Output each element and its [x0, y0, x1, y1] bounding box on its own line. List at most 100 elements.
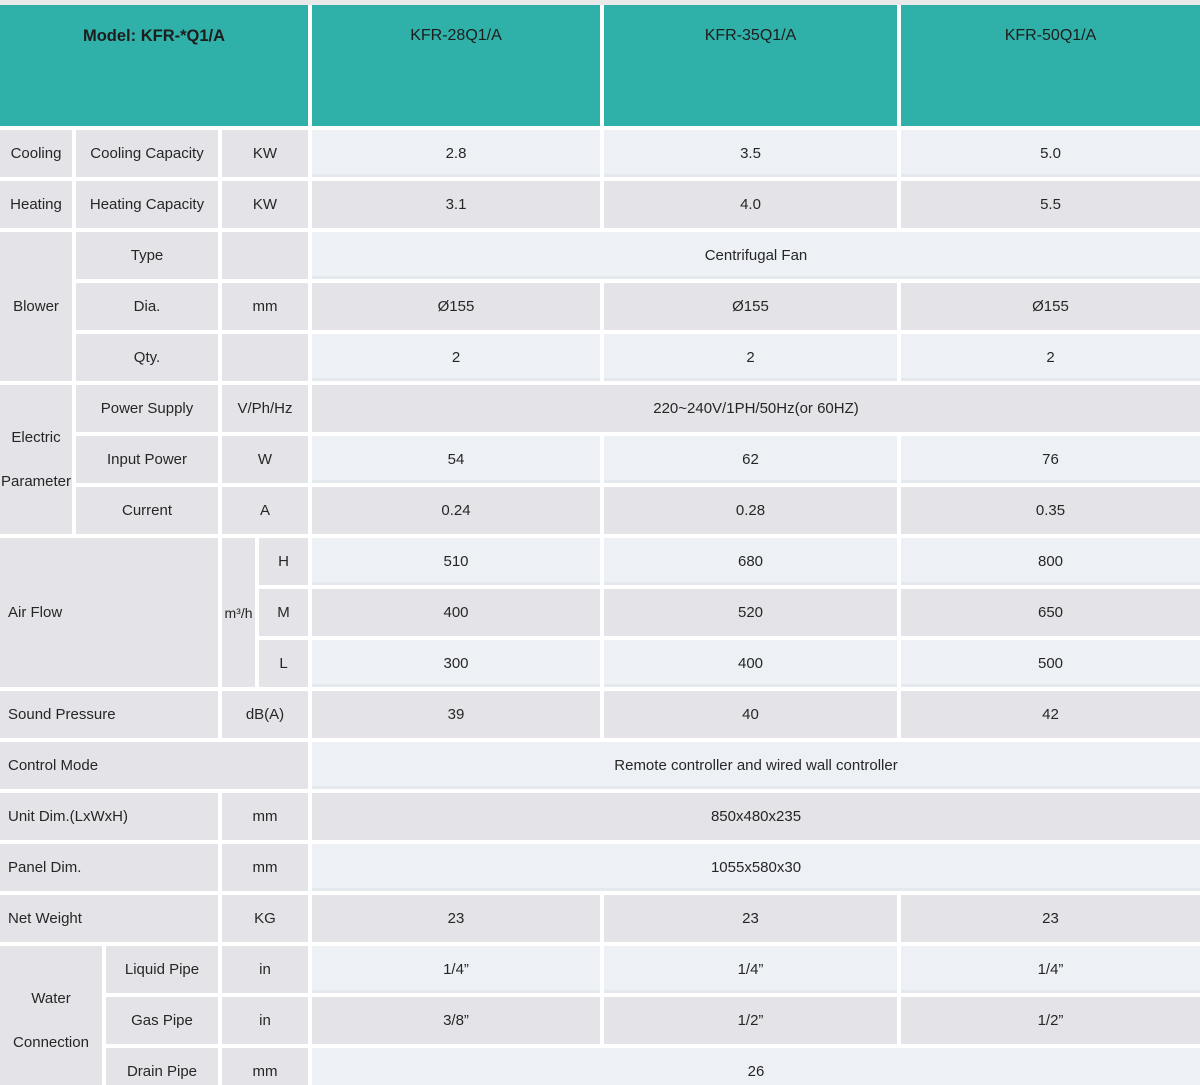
blower-type-label: Type	[76, 232, 218, 279]
control-mode-value: Remote controller and wired wall control…	[312, 742, 1200, 789]
drain-pipe-value: 26	[312, 1048, 1200, 1085]
blower-dia-value-kfr-28: Ø155	[312, 283, 600, 330]
net-weight-value-kfr-28: 23	[312, 895, 600, 942]
airflow-unit: m³/h	[222, 538, 255, 687]
net-weight-unit: KG	[222, 895, 308, 942]
heating-value-kfr-35: 4.0	[604, 181, 897, 228]
row-liquid-pipe: Water Connection Liquid Pipe in 1/4” 1/4…	[0, 946, 1200, 1085]
airflow-high-value-kfr-28: 510	[312, 538, 600, 585]
model-column-kfr-50: KFR-50Q1/A	[901, 5, 1200, 126]
row-gas-pipe: Gas Pipe in 3/8” 1/2” 1/2”	[0, 997, 1200, 1044]
cooling-capacity-label: Cooling Capacity	[76, 130, 218, 177]
panel-dim-label: Panel Dim.	[0, 844, 218, 891]
model-column-kfr-28: KFR-28Q1/A	[312, 5, 600, 126]
water-group-label: Water Connection	[0, 946, 102, 1085]
unit-dim-value: 850x480x235	[312, 793, 1200, 840]
cooling-group-label: Cooling	[0, 130, 72, 177]
gas-pipe-value-kfr-35: 1/2”	[604, 997, 897, 1044]
input-power-value-kfr-35: 62	[604, 436, 897, 483]
airflow-medium-label: M	[259, 589, 308, 636]
airflow-low-value-kfr-28: 300	[312, 640, 600, 687]
current-value-kfr-50: 0.35	[901, 487, 1200, 534]
blower-type-value: Centrifugal Fan	[312, 232, 1200, 279]
cooling-value-kfr-35: 3.5	[604, 130, 897, 177]
heating-value-kfr-50: 5.5	[901, 181, 1200, 228]
current-value-kfr-28: 0.24	[312, 487, 600, 534]
heating-value-kfr-28: 3.1	[312, 181, 600, 228]
blower-dia-label: Dia.	[76, 283, 218, 330]
sound-pressure-label: Sound Pressure	[0, 691, 218, 738]
liquid-pipe-label: Liquid Pipe	[106, 946, 218, 993]
power-supply-unit: V/Ph/Hz	[222, 385, 308, 432]
cooling-value-kfr-50: 5.0	[901, 130, 1200, 177]
blower-qty-value-kfr-35: 2	[604, 334, 897, 381]
gas-pipe-value-kfr-50: 1/2”	[901, 997, 1200, 1044]
airflow-medium-value-kfr-35: 520	[604, 589, 897, 636]
row-sound-pressure: Sound Pressure dB(A) 39 40 42	[0, 691, 1200, 738]
input-power-unit: W	[222, 436, 308, 483]
net-weight-value-kfr-35: 23	[604, 895, 897, 942]
airflow-group-label: Air Flow	[0, 538, 218, 687]
airflow-high-value-kfr-50: 800	[901, 538, 1200, 585]
power-supply-value: 220~240V/1PH/50Hz(or 60HZ)	[312, 385, 1200, 432]
model-column-kfr-35: KFR-35Q1/A	[604, 5, 897, 126]
drain-pipe-label: Drain Pipe	[106, 1048, 218, 1085]
row-power-supply: Electric Parameter Power Supply V/Ph/Hz …	[0, 385, 1200, 534]
top-strip	[0, 0, 1200, 5]
heating-group-label: Heating	[0, 181, 72, 228]
model-header-cell: Model: KFR-*Q1/A	[0, 5, 308, 126]
net-weight-label: Net Weight	[0, 895, 218, 942]
heating-capacity-label: Heating Capacity	[76, 181, 218, 228]
row-airflow-high: Air Flow m³/h H 510 680 800	[0, 538, 1200, 687]
blower-qty-unit-empty	[222, 334, 308, 381]
blower-qty-label: Qty.	[76, 334, 218, 381]
airflow-low-value-kfr-50: 500	[901, 640, 1200, 687]
cooling-unit-label: KW	[222, 130, 308, 177]
control-mode-label: Control Mode	[0, 742, 308, 789]
row-net-weight: Net Weight KG 23 23 23	[0, 895, 1200, 942]
sound-pressure-value-kfr-50: 42	[901, 691, 1200, 738]
net-weight-value-kfr-50: 23	[901, 895, 1200, 942]
row-control-mode: Control Mode Remote controller and wired…	[0, 742, 1200, 789]
unit-dim-unit: mm	[222, 793, 308, 840]
gas-pipe-unit: in	[222, 997, 308, 1044]
input-power-label: Input Power	[76, 436, 218, 483]
panel-dim-unit: mm	[222, 844, 308, 891]
airflow-medium-value-kfr-50: 650	[901, 589, 1200, 636]
header-row: Model: KFR-*Q1/A KFR-28Q1/A KFR-35Q1/A K…	[0, 5, 1200, 126]
unit-dim-label: Unit Dim.(LxWxH)	[0, 793, 218, 840]
input-power-value-kfr-28: 54	[312, 436, 600, 483]
row-blower-qty: Qty. 2 2 2	[0, 334, 1200, 381]
airflow-low-label: L	[259, 640, 308, 687]
blower-dia-unit: mm	[222, 283, 308, 330]
blower-dia-value-kfr-35: Ø155	[604, 283, 897, 330]
sound-pressure-value-kfr-28: 39	[312, 691, 600, 738]
gas-pipe-label: Gas Pipe	[106, 997, 218, 1044]
sound-pressure-value-kfr-35: 40	[604, 691, 897, 738]
row-input-power: Input Power W 54 62 76	[0, 436, 1200, 483]
electric-group-label: Electric Parameter	[0, 385, 72, 534]
airflow-high-value-kfr-35: 680	[604, 538, 897, 585]
blower-group-label: Blower	[0, 232, 72, 381]
airflow-low-value-kfr-35: 400	[604, 640, 897, 687]
blower-qty-value-kfr-50: 2	[901, 334, 1200, 381]
blower-qty-value-kfr-28: 2	[312, 334, 600, 381]
row-unit-dim: Unit Dim.(LxWxH) mm 850x480x235	[0, 793, 1200, 840]
cooling-value-kfr-28: 2.8	[312, 130, 600, 177]
airflow-high-label: H	[259, 538, 308, 585]
input-power-value-kfr-50: 76	[901, 436, 1200, 483]
current-unit: A	[222, 487, 308, 534]
liquid-pipe-value-kfr-50: 1/4”	[901, 946, 1200, 993]
liquid-pipe-value-kfr-28: 1/4”	[312, 946, 600, 993]
airflow-medium-value-kfr-28: 400	[312, 589, 600, 636]
current-value-kfr-35: 0.28	[604, 487, 897, 534]
row-panel-dim: Panel Dim. mm 1055x580x30	[0, 844, 1200, 891]
row-current: Current A 0.24 0.28 0.35	[0, 487, 1200, 534]
row-airflow-low: L 300 400 500	[0, 640, 1200, 687]
row-drain-pipe: Drain Pipe mm 26	[0, 1048, 1200, 1085]
liquid-pipe-unit: in	[222, 946, 308, 993]
row-airflow-medium: M 400 520 650	[0, 589, 1200, 636]
blower-type-unit-empty	[222, 232, 308, 279]
